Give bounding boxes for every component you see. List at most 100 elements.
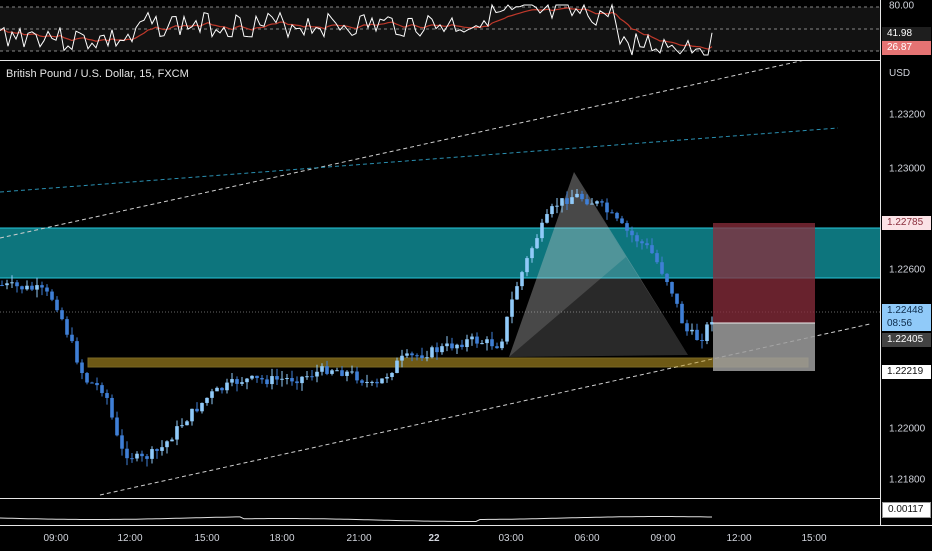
candle-body (505, 316, 509, 342)
candle-body (250, 375, 254, 379)
candle-body (540, 222, 544, 239)
target-zone (713, 223, 815, 323)
price-tick: 1.23000 (889, 163, 926, 175)
candle-body (85, 373, 89, 383)
candle-body (205, 397, 209, 403)
rsi-plot (0, 3, 880, 56)
candle-body (690, 329, 694, 332)
candle-body (575, 193, 579, 198)
candle-body (555, 205, 559, 207)
candle-body (435, 347, 439, 353)
candle-body (145, 456, 149, 459)
rsi-ma-badge: 26.87 (882, 41, 931, 55)
candle-body (615, 212, 619, 219)
candle-body (55, 299, 59, 311)
candle-body (150, 449, 154, 459)
pane-separator[interactable] (0, 498, 932, 499)
candle-body (255, 375, 259, 379)
candle-body (290, 378, 294, 382)
support-band (87, 357, 809, 368)
candle-body (65, 319, 69, 335)
candle-body (550, 206, 554, 215)
candle-body (375, 381, 379, 384)
main-chart-pane[interactable]: British Pound / U.S. Dollar, 15, FXCM (0, 61, 880, 498)
candle-body (425, 357, 429, 359)
candle-body (585, 199, 589, 205)
candle-body (225, 382, 229, 391)
candle-body (580, 193, 584, 200)
price-tick: 1.21800 (889, 474, 926, 486)
candle-body (600, 201, 604, 203)
candle-body (305, 376, 309, 378)
rsi-pane[interactable] (0, 0, 880, 60)
candle-body (210, 391, 214, 398)
candle-body (60, 310, 64, 320)
candle-body (310, 376, 314, 378)
candle-body (130, 458, 134, 460)
candle-body (300, 376, 304, 384)
candle-body (660, 262, 664, 274)
candle-body (100, 385, 104, 394)
pattern-triangle-abc (574, 172, 688, 355)
candle-body (110, 397, 114, 418)
candle-body (525, 258, 529, 273)
candle-body (190, 408, 194, 422)
candle-body (625, 223, 629, 231)
candle-body (455, 344, 459, 349)
candle-body (235, 379, 239, 384)
bar-countdown: 08:56 (882, 317, 931, 331)
candle-body (510, 299, 514, 317)
candle-body (270, 376, 274, 385)
candle-body (15, 282, 19, 287)
candle-body (605, 202, 609, 213)
candle-body (45, 287, 49, 292)
upper-trendline (0, 61, 803, 239)
currency-label[interactable]: USD (889, 68, 911, 79)
candle-body (345, 371, 349, 376)
lower-trendline (99, 323, 871, 496)
time-tick: 03:00 (498, 533, 524, 544)
stop-price-badge: 1.22219 (882, 365, 931, 379)
candle-body (620, 218, 624, 224)
time-tick: 09:00 (650, 533, 676, 544)
candle-body (265, 379, 269, 385)
rsi-ma-line (0, 7, 713, 50)
pane-separator[interactable] (0, 60, 932, 61)
candle-body (330, 370, 334, 374)
candle-body (355, 371, 359, 381)
candle-body (675, 293, 679, 304)
candle-body (440, 346, 444, 353)
candle-body (680, 303, 684, 324)
oscillator-value-badge: 0.00117 (882, 502, 931, 518)
candle-body (340, 370, 344, 376)
candle-body (500, 341, 504, 349)
candle-body (185, 421, 189, 426)
oscillator-pane[interactable] (0, 499, 880, 525)
candle-body (390, 372, 394, 377)
candle-body (20, 286, 24, 290)
price-axis[interactable]: 80.00 USD 1.23200 1.23000 1.22600 1.2200… (880, 0, 932, 525)
candle-body (685, 323, 689, 332)
time-axis[interactable]: 09:00 12:00 15:00 18:00 21:00 22 03:00 0… (0, 525, 932, 551)
candle-body (195, 408, 199, 412)
pattern-triangle-bcd (509, 257, 688, 357)
candle-body (415, 355, 419, 357)
candle-body (230, 379, 234, 383)
candle-body (590, 203, 594, 205)
candle-body (475, 336, 479, 344)
candle-body (410, 353, 414, 356)
candle-body (165, 441, 169, 448)
candle-body (385, 376, 389, 379)
candle-body (160, 447, 164, 451)
candle-body (135, 453, 139, 459)
time-tick: 15:00 (194, 533, 220, 544)
candle-body (215, 387, 219, 392)
candle-body (430, 347, 434, 358)
price-chart[interactable] (0, 61, 880, 498)
candle-body (570, 197, 574, 204)
candle-body (545, 214, 549, 223)
symbol-title[interactable]: British Pound / U.S. Dollar, 15, FXCM (6, 68, 189, 80)
candle-body (35, 285, 39, 290)
candle-body (515, 286, 519, 300)
candle-body (360, 380, 364, 383)
